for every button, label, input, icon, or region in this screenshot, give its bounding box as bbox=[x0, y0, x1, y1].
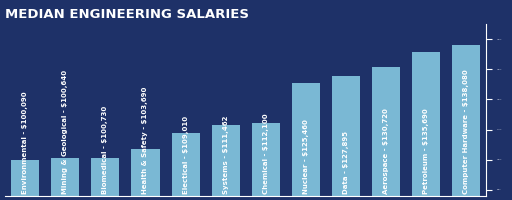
Bar bbox=[372, 67, 400, 200]
Bar bbox=[51, 158, 79, 200]
Text: Environmental - $100,090: Environmental - $100,090 bbox=[22, 92, 28, 194]
Text: Aerospace - $130,720: Aerospace - $130,720 bbox=[383, 109, 389, 194]
Bar bbox=[11, 160, 39, 200]
Text: Nuclear - $125,460: Nuclear - $125,460 bbox=[303, 120, 309, 194]
Bar bbox=[452, 45, 480, 200]
Text: Chemical - $112,100: Chemical - $112,100 bbox=[263, 114, 269, 194]
Text: Health & Safety - $103,690: Health & Safety - $103,690 bbox=[142, 87, 148, 194]
Bar bbox=[211, 125, 240, 200]
Text: Petroleum - $135,690: Petroleum - $135,690 bbox=[423, 109, 429, 194]
Bar bbox=[172, 133, 200, 200]
Text: Data - $127,895: Data - $127,895 bbox=[343, 131, 349, 194]
Bar bbox=[132, 149, 160, 200]
Text: Biomedical - $100,730: Biomedical - $100,730 bbox=[102, 106, 109, 194]
Bar bbox=[332, 76, 360, 200]
Text: Mining & Geological - $100,640: Mining & Geological - $100,640 bbox=[62, 70, 68, 194]
Bar bbox=[252, 123, 280, 200]
Bar bbox=[292, 83, 320, 200]
Text: Systems - $111,462: Systems - $111,462 bbox=[223, 116, 229, 194]
Bar bbox=[412, 52, 440, 200]
Bar bbox=[91, 158, 119, 200]
Text: MEDIAN ENGINEERING SALARIES: MEDIAN ENGINEERING SALARIES bbox=[5, 8, 249, 21]
Text: Computer Hardware - $138,080: Computer Hardware - $138,080 bbox=[463, 70, 470, 194]
Text: Electical - $109,010: Electical - $109,010 bbox=[183, 116, 188, 194]
